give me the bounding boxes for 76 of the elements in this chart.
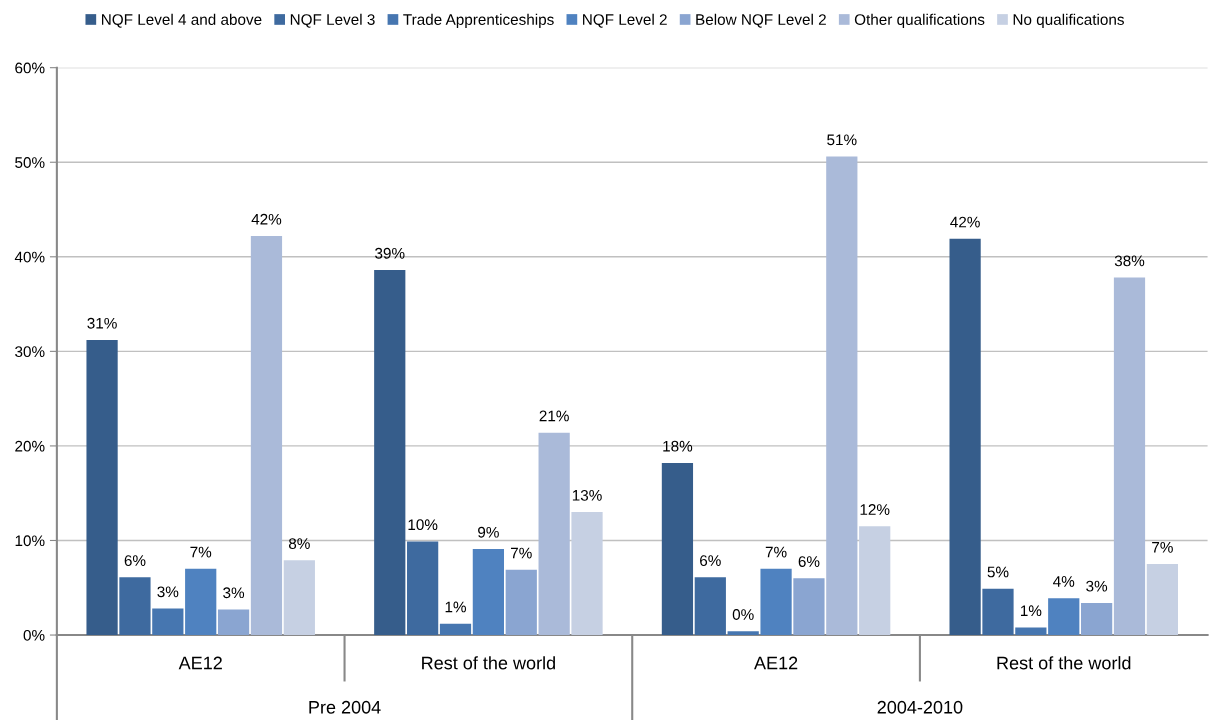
bar [727,631,759,636]
text: Pre 2004 [309,700,381,714]
bar [283,560,315,636]
data-label: 42% [950,216,980,228]
x-tick-label: AE12 [754,656,798,670]
data-label: 7% [1152,542,1173,553]
bar [152,608,184,636]
legend-label: NQF Level 3 [290,13,375,28]
x-tick-label: Rest of the world [997,656,1131,670]
bar [826,156,858,636]
data-label: 39% [375,247,405,259]
x-tick-label: AE12 [178,656,222,670]
bar [1081,602,1113,636]
data-label: 1% [1020,605,1042,617]
data-label: 7% [511,547,532,559]
data-label: 42% [251,213,282,225]
legend-label: Trade Apprenticeships [403,13,554,28]
bar [793,578,825,636]
bar [1113,277,1146,636]
data-label: 6% [700,555,721,567]
data-label: 8% [288,538,310,549]
y-tick-label: 60% [15,62,45,74]
y-tick-label: 20% [15,440,45,452]
bar [86,340,118,636]
data-label: 7% [765,546,787,558]
bar [374,270,406,636]
y-tick-label: 0% [23,629,45,641]
bar [760,568,792,636]
bar [571,512,603,636]
bar [505,569,537,636]
data-label: 1% [445,601,467,613]
data-label: 13% [572,489,602,501]
y-tick-label: 50% [15,157,45,168]
legend-label: Other qualifications [854,13,985,28]
y-tick-label: 30% [15,346,45,358]
data-label: 51% [827,134,857,146]
data-label: 21% [539,410,569,422]
bar [217,609,250,636]
data-label: 12% [860,504,890,515]
data-label: 10% [408,519,438,531]
legend-label: No qualifications [1013,13,1124,28]
bar [407,541,439,636]
data-label: 38% [1114,255,1145,267]
data-label: 3% [1086,580,1108,592]
data-label: 18% [663,440,693,452]
bar [949,238,981,636]
data-label: 7% [190,546,212,558]
data-label: 5% [987,566,1009,578]
legend-label: NQF Level 4 and above [102,13,262,28]
bar [185,568,217,636]
text: 2004-2010 [877,700,963,714]
bar [1146,564,1178,636]
data-label: 3% [157,586,179,598]
data-label: 6% [124,555,146,567]
data-label: 31% [87,317,117,329]
x-tick-label: Rest of the world [422,656,555,670]
legend-label: Below NQF Level 2 [696,13,826,28]
bar [694,577,726,636]
bar [119,577,151,636]
data-label: 9% [478,526,499,538]
bar [1015,627,1047,636]
bar [250,236,283,636]
bar [472,548,504,636]
bar [1048,598,1080,636]
data-label: 4% [1053,576,1075,587]
bar [538,432,570,636]
bar [439,623,472,636]
data-label: 6% [798,556,820,567]
data-label: 3% [223,587,245,599]
bar [982,588,1014,636]
bar [859,526,891,636]
y-tick-label: 10% [15,535,45,547]
legend-label: NQF Level 2 [583,13,667,28]
y-tick-label: 40% [14,251,45,263]
bar [661,462,694,636]
data-label: 0% [732,609,754,620]
